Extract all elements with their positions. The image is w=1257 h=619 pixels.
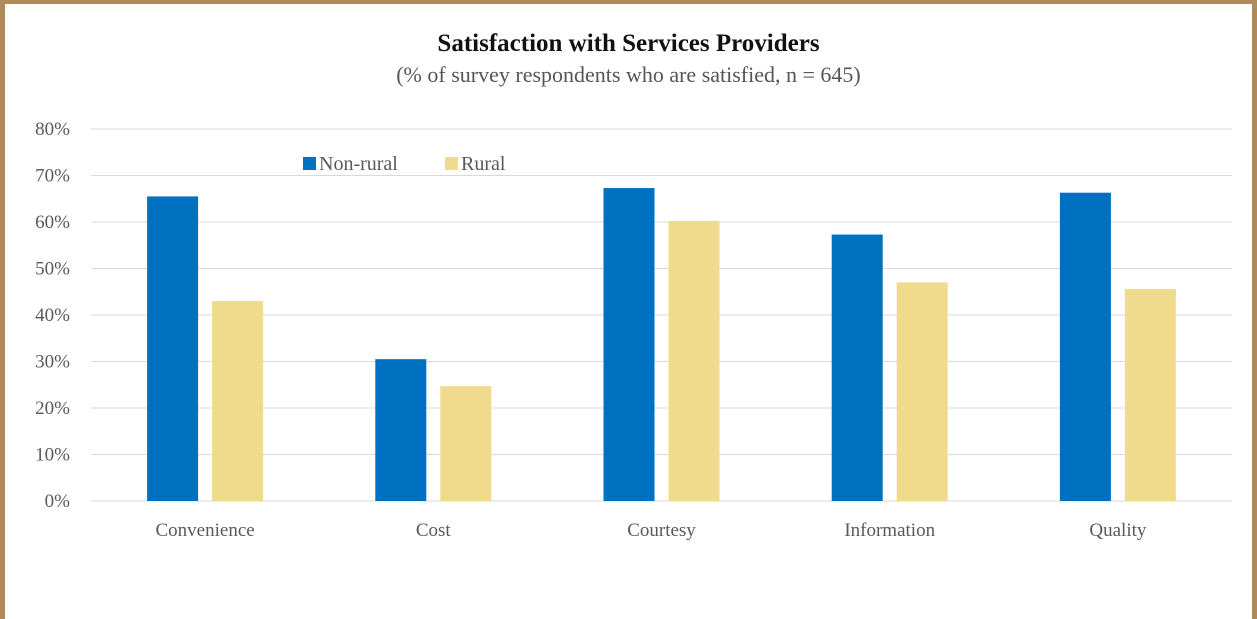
bar-non-rural-information	[831, 234, 883, 501]
bar-rural-quality	[1124, 288, 1176, 501]
chart-title: Satisfaction with Services Providers	[437, 30, 820, 57]
x-tick-label: Convenience	[156, 520, 255, 541]
bar-non-rural-convenience	[147, 196, 199, 502]
y-tick-label: 30%	[35, 352, 70, 373]
bar-non-rural-courtesy	[603, 188, 655, 501]
legend-label: Rural	[461, 153, 506, 175]
gridlines	[91, 128, 1232, 502]
bar-rural-cost	[440, 386, 492, 501]
bar-non-rural-quality	[1059, 192, 1111, 501]
y-tick-label: 40%	[35, 305, 70, 326]
y-tick-label: 0%	[45, 491, 71, 512]
y-tick-label: 70%	[35, 166, 70, 187]
y-tick-label: 10%	[35, 445, 70, 466]
bar-rural-convenience	[212, 301, 264, 501]
y-tick-label: 20%	[35, 398, 70, 419]
legend-swatch	[445, 157, 458, 170]
chart-subtitle: (% of survey respondents who are satisfi…	[396, 62, 861, 87]
y-tick-label: 50%	[35, 259, 70, 280]
y-tick-label: 60%	[35, 212, 70, 233]
bar-rural-information	[896, 282, 948, 501]
bar-non-rural-cost	[375, 359, 427, 501]
y-axis-ticks: 0% 10% 20% 30% 40% 50% 60% 70% 80%	[35, 119, 70, 512]
x-axis-ticks: Convenience Cost Courtesy Information Qualit…	[156, 520, 1147, 541]
legend-swatch	[303, 157, 316, 170]
legend-label: Non-rural	[319, 153, 398, 175]
x-tick-label: Quality	[1089, 520, 1146, 541]
legend: Non-rural Rural	[303, 153, 506, 175]
x-tick-label: Cost	[416, 520, 452, 541]
y-tick-label: 80%	[35, 119, 70, 140]
bar-rural-courtesy	[668, 221, 720, 501]
x-tick-label: Courtesy	[627, 520, 696, 541]
bars	[147, 188, 1176, 502]
x-tick-label: Information	[844, 520, 935, 541]
